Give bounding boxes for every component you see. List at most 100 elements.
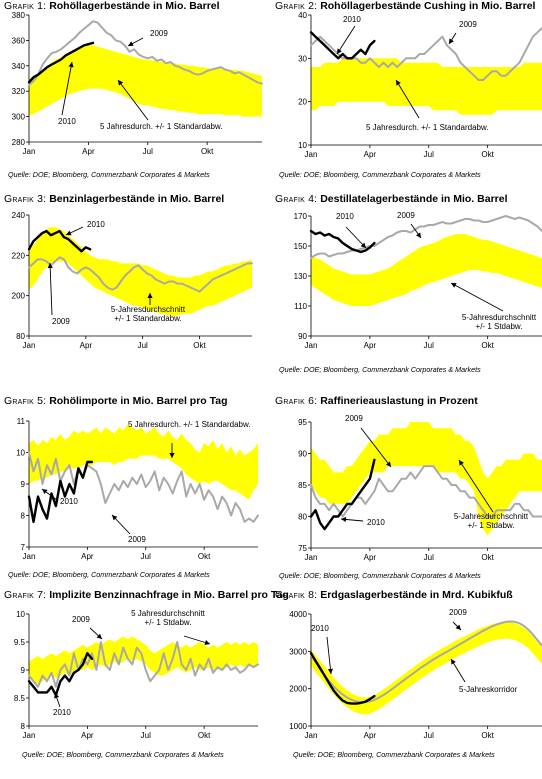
series-line-2010 <box>27 460 94 523</box>
x-tick-label: Jan <box>305 341 318 350</box>
annotation-label: 2010 <box>336 212 354 221</box>
x-tick-label: Jul <box>424 731 434 740</box>
y-tick-label: 280 <box>12 138 26 147</box>
annotation-arrowhead <box>327 668 333 674</box>
chart-panel-3: Grafik 3: Benzinlagerbestände in Mio. Ba… <box>0 193 271 383</box>
x-tick-label: Apr <box>81 552 94 561</box>
chart-title-prefix-2: Grafik 2: <box>275 0 318 12</box>
chart-title-text-6: Raffinerieauslastung in Prozent <box>320 395 478 407</box>
x-tick-label: Okt <box>481 341 494 350</box>
chart-title-prefix-7: Grafik 7: <box>4 589 47 601</box>
y-tick-label: 8 <box>21 722 26 731</box>
annotation-label: 2010 <box>60 497 78 506</box>
y-tick-label: 95 <box>298 418 307 427</box>
x-tick-label: Okt <box>193 341 206 350</box>
y-tick-label: 220 <box>12 251 26 260</box>
chart-title-text-1: Rohöllagerbestände in Mio. Barrel <box>49 0 220 12</box>
chart-title-4: Grafik 4: Destillatelagerbestände in Mio… <box>275 193 508 205</box>
x-tick-label: Jan <box>23 341 36 350</box>
x-tick-label: Jan <box>305 553 318 562</box>
x-tick-label: Apr <box>81 731 94 740</box>
x-tick-label: Apr <box>364 341 377 350</box>
annotation-arrowhead <box>416 232 421 238</box>
annotation-label: 2009 <box>345 414 363 423</box>
y-tick-label: 110 <box>294 302 307 311</box>
annotation-arrowhead <box>449 38 454 44</box>
y-tick-label: 40 <box>298 11 307 20</box>
annotation-label: 5 Jahresdurch. +/- 1 Standardabw. <box>128 420 251 429</box>
annotation-label: 2009 <box>150 29 168 38</box>
y-tick-label: 8 <box>21 512 26 521</box>
annotation-arrowhead <box>96 633 102 639</box>
chart-title-7: Grafik 7: Implizite Benzinnachfrage in M… <box>4 589 289 601</box>
chart-source-8: Quelle: DOE; Bloomberg, Commerzbank Corp… <box>293 750 495 759</box>
y-tick-label: 3000 <box>289 647 307 656</box>
chart-svg-3: 80 200 220 240 Jan Apr Jul Okt 2010 2009 5-Jahresd… <box>12 211 253 350</box>
annotation-arrowhead <box>451 283 457 288</box>
annotation-arrowhead <box>385 461 391 467</box>
x-tick-label: Jul <box>141 731 151 740</box>
annotation-label: 2009 <box>397 211 415 220</box>
annotation-arrow <box>450 282 504 312</box>
annotation-arrowhead <box>455 624 461 630</box>
chart-title-prefix-1: Grafik 1: <box>4 0 47 12</box>
annotation-label: 2010 <box>58 117 76 126</box>
x-tick-label: Okt <box>201 147 214 156</box>
chart-title-1: Grafik 1: Rohöllagerbestände in Mio. Bar… <box>4 0 220 12</box>
x-tick-label: Jan <box>23 552 36 561</box>
annotation-label: 5-Jahresdurchschnitt +/- 1 Stdabw. <box>454 512 529 530</box>
annotation-arrowhead <box>396 80 401 86</box>
chart-title-prefix-8: Grafik 8: <box>275 589 318 601</box>
x-tick-label: Okt <box>481 150 494 159</box>
chart-svg-4: 90 110 130 150 170 Jan Apr Jul Okt 2010 2009 5-Jahr… <box>294 211 542 350</box>
annotation-arrowhead <box>47 263 53 269</box>
annotation-label: 2009 <box>128 535 146 544</box>
chart-title-text-2: Rohöllagerbestände Cushing in Mio. Barre… <box>320 0 536 12</box>
y-tick-label: 90 <box>298 450 307 459</box>
x-tick-label: Okt <box>481 731 494 740</box>
annotation-arrowhead <box>341 516 347 522</box>
chart-title-text-5: Rohölimporte in Mio. Barrel pro Tag <box>49 395 228 407</box>
chart-title-6: Grafik 6: Raffinerieauslastung in Prozen… <box>275 395 478 407</box>
annotation-label: 5-Jahresdurchschnitt +/- 1 Stdabw. <box>462 313 537 331</box>
y-tick-label: 360 <box>12 36 26 45</box>
annotation-arrow <box>458 459 494 513</box>
x-tick-label: Jan <box>305 731 318 740</box>
y-tick-label: 240 <box>12 211 26 220</box>
chart-panel-7: Grafik 7: Implizite Benzinnachfrage in M… <box>0 589 289 779</box>
y-tick-label: 8.5 <box>14 694 26 703</box>
annotation-label: 5 Jahresdurchschnitt +/- 1 Stdabw. <box>131 609 206 627</box>
annotation-label: 5-Jahreskorridor <box>459 685 518 694</box>
y-tick-label: 9 <box>21 480 26 489</box>
x-tick-label: Jan <box>23 147 36 156</box>
y-tick-label: 30 <box>298 54 307 63</box>
annotation-arrowhead <box>54 693 60 699</box>
annotation-arrow <box>360 427 392 468</box>
y-tick-label: 380 <box>12 11 26 20</box>
y-tick-label: 170 <box>294 212 308 221</box>
annotation-label: 2009 <box>72 615 90 624</box>
y-tick-label: 85 <box>298 481 307 490</box>
annotation-arrow <box>61 61 73 116</box>
x-tick-label: Jul <box>424 150 434 159</box>
chart-panel-4: Grafik 4: Destillatelagerbestände in Mio… <box>271 193 542 383</box>
annotation-label: 2010 <box>87 220 105 229</box>
band-area <box>311 234 542 306</box>
series-line-2010 <box>309 458 376 531</box>
chart-source-6: Quelle: DOE; Bloomberg, Commerzbank Corp… <box>279 571 481 580</box>
y-tick-label: 4000 <box>289 610 307 619</box>
x-tick-label: Apr <box>80 341 93 350</box>
chart-source-4: Quelle: DOE; Bloomberg, Commerzbank Corp… <box>279 365 481 374</box>
series-line-2010 <box>309 652 376 705</box>
y-tick-label: 10 <box>16 610 25 619</box>
annotation-arrowhead <box>128 41 134 46</box>
x-tick-label: Okt <box>481 553 494 562</box>
y-tick-label: 10 <box>16 449 25 458</box>
x-tick-label: Apr <box>82 147 95 156</box>
series-line-2009 <box>28 256 253 293</box>
x-tick-label: Jul <box>424 341 434 350</box>
annotation-label: 2009 <box>52 317 70 326</box>
annotation-label: 2009 <box>459 20 477 29</box>
annotation-arrowhead <box>147 293 153 298</box>
annotation-arrowhead <box>42 489 48 495</box>
